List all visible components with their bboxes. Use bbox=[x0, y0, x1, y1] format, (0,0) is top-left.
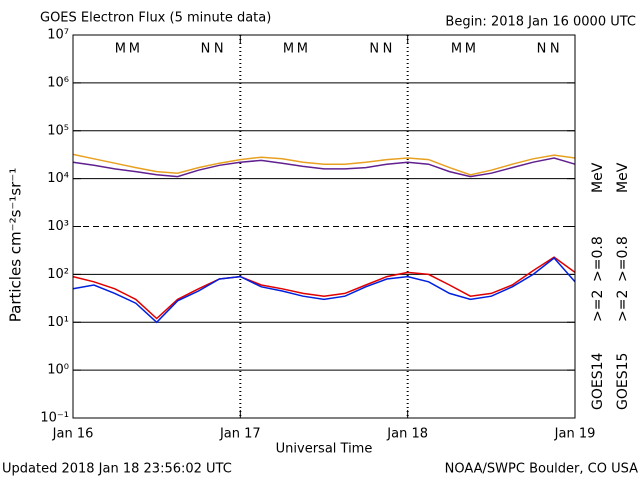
annotation: N bbox=[550, 42, 560, 57]
annotation: N bbox=[369, 42, 379, 57]
annotation: M bbox=[451, 42, 462, 57]
y-tick-label: 10⁴ bbox=[47, 171, 69, 186]
legend-entry: >=0.8 bbox=[590, 236, 606, 282]
legend-group: GOES14 bbox=[590, 352, 606, 410]
x-tick-label: Jan 19 bbox=[554, 427, 596, 442]
footer-left: Updated 2018 Jan 18 23:56:02 UTC bbox=[2, 462, 232, 477]
legend-group: GOES15 bbox=[615, 353, 631, 410]
annotation: M bbox=[115, 42, 126, 57]
annotation: N bbox=[383, 42, 393, 57]
x-tick-label: Jan 17 bbox=[219, 427, 261, 442]
legend-entry: >=2 bbox=[615, 290, 631, 322]
legend-unit: MeV bbox=[590, 162, 606, 193]
y-tick-label: 10¹ bbox=[47, 315, 69, 330]
y-axis-label: Particles cm⁻²s⁻¹sr⁻¹ bbox=[7, 168, 25, 322]
series-line bbox=[72, 256, 576, 324]
series-line bbox=[72, 256, 576, 320]
annotation: M bbox=[129, 42, 140, 57]
chart-subtitle: Begin: 2018 Jan 16 0000 UTC bbox=[445, 15, 636, 30]
x-axis-label: Universal Time bbox=[276, 442, 373, 457]
plot-frame bbox=[72, 34, 576, 419]
y-tick-label: 10⁻¹ bbox=[40, 411, 69, 426]
annotation: M bbox=[283, 42, 294, 57]
x-tick-label: Jan 18 bbox=[386, 427, 428, 442]
annotation: N bbox=[201, 42, 211, 57]
series-line bbox=[72, 157, 576, 178]
y-tick-label: 10³ bbox=[47, 219, 69, 234]
annotation: M bbox=[465, 42, 476, 57]
chart-title: GOES Electron Flux (5 minute data) bbox=[40, 11, 271, 26]
annotation: N bbox=[537, 42, 547, 57]
annotation: M bbox=[297, 42, 308, 57]
y-tick-label: 10² bbox=[47, 267, 69, 282]
legend-unit: MeV bbox=[615, 162, 631, 193]
y-tick-label: 10⁶ bbox=[47, 75, 69, 90]
y-tick-label: 10⁷ bbox=[47, 28, 69, 43]
legend-entry: >=0.8 bbox=[615, 236, 631, 282]
y-tick-label: 10⁰ bbox=[47, 363, 69, 378]
series-line bbox=[72, 153, 576, 176]
footer-right: NOAA/SWPC Boulder, CO USA bbox=[445, 462, 638, 477]
annotation: N bbox=[214, 42, 224, 57]
x-tick-label: Jan 16 bbox=[52, 427, 94, 442]
legend-entry: >=2 bbox=[590, 290, 606, 322]
y-tick-label: 10⁵ bbox=[47, 123, 69, 138]
